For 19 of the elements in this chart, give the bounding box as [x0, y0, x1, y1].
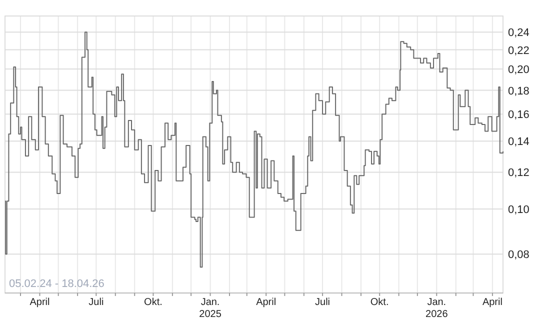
- x-tick-label: Okt.: [144, 297, 162, 308]
- y-tick-label: 0,10: [508, 204, 530, 216]
- y-tick-label: 0,08: [508, 249, 530, 262]
- y-tick-label: 0,20: [508, 64, 530, 76]
- x-tick-label: Juli: [315, 297, 330, 308]
- x-tick-label: April: [256, 297, 276, 308]
- y-tick-label: 0,22: [508, 44, 530, 57]
- x-tick-label: Okt.: [370, 297, 389, 308]
- y-tick-label: 0,24: [508, 27, 530, 40]
- y-tick-label: 0,14: [508, 136, 530, 148]
- y-tick-label: 0,16: [508, 109, 530, 122]
- x-tick-label: April: [482, 297, 502, 308]
- x-tick-label: Juli: [88, 297, 104, 308]
- x-tick-label: April: [30, 297, 50, 308]
- x-tick-label: Jan. 2026: [426, 297, 448, 320]
- y-tick-label: 0,18: [508, 85, 530, 98]
- y-tick-label: 0,12: [508, 167, 530, 180]
- x-tick-label: Jan. 2025: [199, 297, 222, 320]
- annotation: 05.02.24 - 18.04.26: [9, 278, 104, 290]
